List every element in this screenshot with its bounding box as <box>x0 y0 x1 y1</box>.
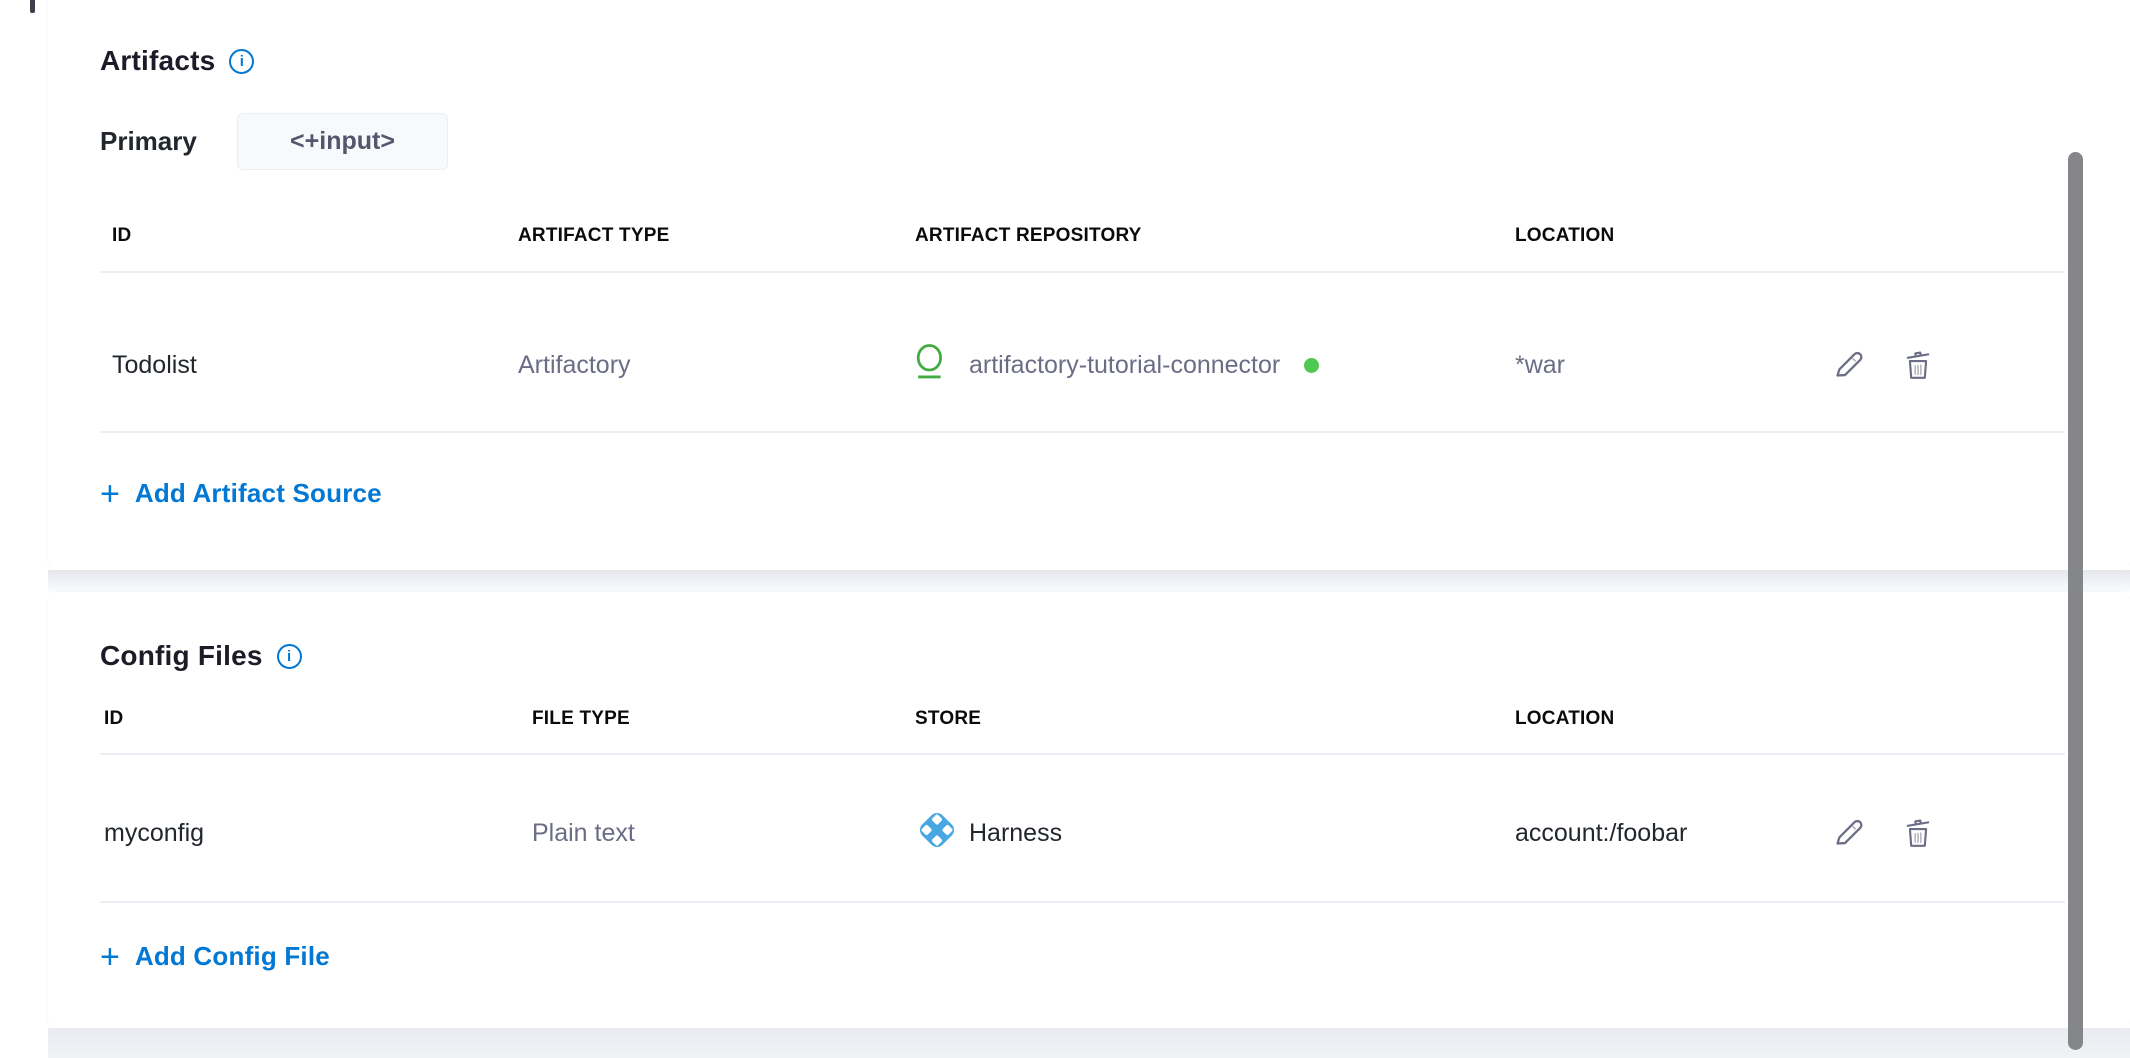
add-artifact-source-button[interactable]: + Add Artifact Source <box>100 474 382 513</box>
table-row: myconfig Plain text Harness accou <box>100 755 2065 903</box>
section-divider <box>48 570 2130 592</box>
delete-config-file-button[interactable] <box>1901 816 1935 850</box>
config-file-location: account:/foobar <box>1515 818 1688 847</box>
edit-artifact-button[interactable] <box>1831 348 1865 382</box>
primary-artifact-input[interactable]: <+input> <box>237 113 448 170</box>
config-file-id: myconfig <box>104 818 205 847</box>
pencil-icon <box>1831 351 1865 385</box>
primary-label: Primary <box>100 126 197 156</box>
artifact-repository-name: artifactory-tutorial-connector <box>969 350 1281 379</box>
harness-icon <box>915 808 959 859</box>
delete-artifact-button[interactable] <box>1901 348 1935 382</box>
artifacts-table-header: ID ARTIFACT TYPE ARTIFACT REPOSITORY LOC… <box>100 170 2065 273</box>
column-header-store: STORE <box>915 708 982 729</box>
config-files-section: Config Files i ID FILE TYPE STORE LOCATI… <box>48 592 2130 1028</box>
config-files-title: Config Files i <box>100 592 2065 672</box>
column-header-file-type: FILE TYPE <box>532 708 630 729</box>
edit-config-file-button[interactable] <box>1831 816 1865 850</box>
info-icon[interactable]: i <box>229 48 255 74</box>
artifactory-connector-icon <box>915 343 947 388</box>
plus-icon: + <box>100 474 120 513</box>
config-file-store-name: Harness <box>969 818 1063 847</box>
column-header-id: ID <box>112 225 132 246</box>
artifact-location: *war <box>1515 350 1566 379</box>
table-row: Todolist Artifactory artifactory-tutoria… <box>100 273 2065 433</box>
artifacts-section: Artifacts i Primary <+input> ID ARTIFACT… <box>48 0 2130 570</box>
column-header-location: LOCATION <box>1515 708 1615 729</box>
config-table-header: ID FILE TYPE STORE LOCATION <box>100 672 2065 755</box>
connector-status-dot <box>1304 357 1320 373</box>
artifacts-title-text: Artifacts <box>100 45 216 76</box>
add-config-file-button[interactable]: + Add Config File <box>100 937 330 976</box>
artifact-repository-cell: artifactory-tutorial-connector <box>915 343 1515 388</box>
add-artifact-source-label: Add Artifact Source <box>134 478 382 508</box>
trash-icon <box>1901 351 1935 385</box>
config-files-title-text: Config Files <box>100 640 263 671</box>
artifact-id: Todolist <box>112 350 197 379</box>
config-file-type: Plain text <box>532 818 635 847</box>
config-file-store-cell: Harness <box>915 808 1515 859</box>
scrollbar[interactable] <box>2068 152 2083 1050</box>
plus-icon: + <box>100 937 120 976</box>
row-actions <box>1831 816 2065 850</box>
info-icon[interactable]: i <box>276 643 302 669</box>
add-config-file-label: Add Config File <box>134 941 330 971</box>
column-header-artifact-repository: ARTIFACT REPOSITORY <box>915 225 1142 246</box>
bottom-shadow-band <box>48 1028 2130 1058</box>
trash-icon <box>1901 819 1935 853</box>
column-header-location: LOCATION <box>1515 225 1615 246</box>
artifact-type: Artifactory <box>518 350 631 379</box>
column-header-artifact-type: ARTIFACT TYPE <box>518 225 670 246</box>
config-files-table: ID FILE TYPE STORE LOCATION myconfig Pla… <box>100 672 2065 903</box>
primary-artifact-row: Primary <+input> <box>100 113 2065 170</box>
pencil-icon <box>1831 819 1865 853</box>
edge-mark <box>30 0 35 13</box>
artifacts-table: ID ARTIFACT TYPE ARTIFACT REPOSITORY LOC… <box>100 170 2065 433</box>
artifacts-title: Artifacts i <box>100 0 2065 77</box>
column-header-id: ID <box>104 708 124 729</box>
row-actions <box>1831 348 2065 382</box>
